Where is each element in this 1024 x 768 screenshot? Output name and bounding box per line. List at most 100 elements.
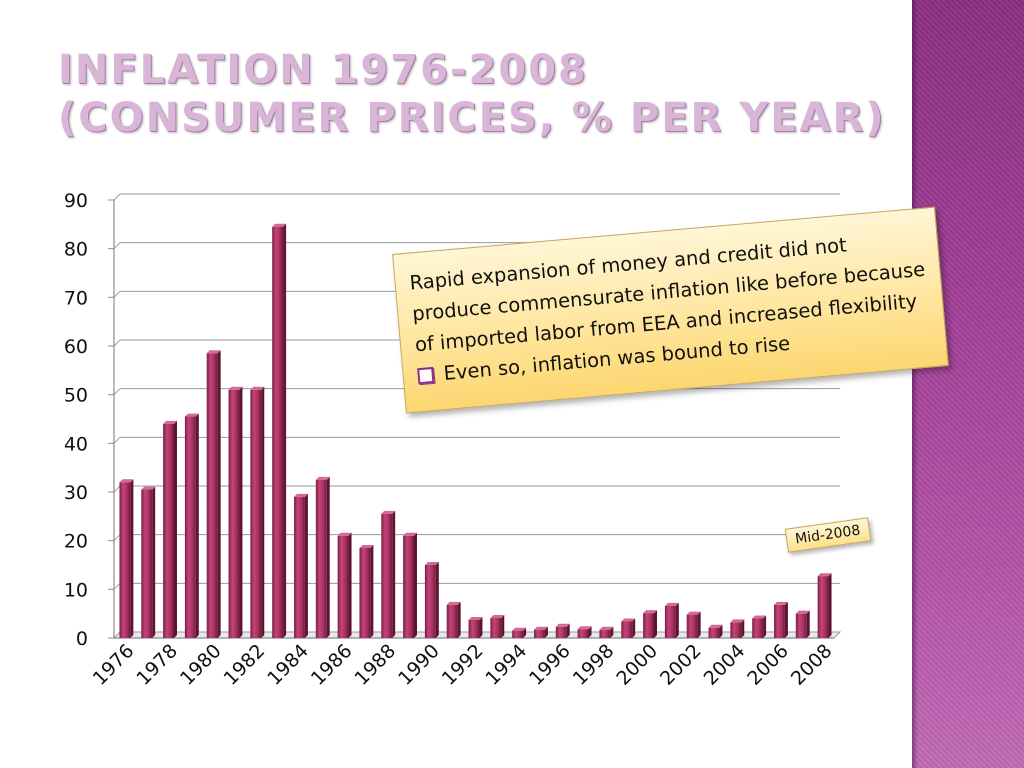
bar-1990 xyxy=(424,562,439,638)
bar-front xyxy=(686,614,698,638)
x-tick-label: 2000 xyxy=(612,640,662,690)
bar-side xyxy=(588,626,592,638)
bars xyxy=(119,223,832,638)
x-tick-label: 2004 xyxy=(700,640,750,690)
bar-side xyxy=(195,413,199,638)
bar-front xyxy=(228,389,240,638)
bar-front xyxy=(381,513,393,638)
bar-side xyxy=(544,626,548,638)
bar-1983 xyxy=(272,223,287,638)
bar-front xyxy=(643,613,654,638)
bar-top xyxy=(555,623,570,627)
bar-side xyxy=(501,615,505,638)
bar-1996 xyxy=(555,623,570,638)
y-tick-label: 40 xyxy=(64,433,88,455)
bar-side xyxy=(632,618,636,638)
bar-top xyxy=(184,413,199,417)
x-tick-label: 1988 xyxy=(351,640,401,690)
bar-top xyxy=(774,601,788,605)
x-tick-label: 1994 xyxy=(481,640,531,690)
bar-2008 xyxy=(817,573,832,638)
bar-top xyxy=(730,619,745,623)
bar-1988 xyxy=(381,510,396,638)
bar-side xyxy=(654,610,657,638)
bar-side xyxy=(370,544,374,638)
x-tick-label: 1986 xyxy=(307,640,357,690)
bar-front xyxy=(664,605,676,638)
bar-front xyxy=(795,613,807,638)
bar-side xyxy=(130,479,134,638)
bar-1993 xyxy=(490,615,505,638)
y-tick-label: 70 xyxy=(64,287,88,309)
bar-front xyxy=(599,629,611,638)
gridline-depth xyxy=(113,388,121,396)
bar-side xyxy=(741,619,745,638)
bar-1987 xyxy=(359,544,374,638)
bar-side xyxy=(697,611,701,638)
bar-side xyxy=(217,350,221,638)
bar-front xyxy=(294,496,305,638)
bar-1982 xyxy=(250,386,265,638)
bar-front xyxy=(730,622,742,638)
bar-side xyxy=(719,624,723,638)
bar-top xyxy=(206,350,221,354)
x-tick-label: 2006 xyxy=(743,640,793,690)
bar-side xyxy=(457,601,461,638)
bar-top xyxy=(621,618,636,622)
bar-1981 xyxy=(228,386,243,638)
bar-front xyxy=(621,621,633,638)
slide-title: INFLATION 1976-2008 (CONSUMER PRICES, % … xyxy=(58,46,886,142)
bar-side xyxy=(806,610,810,638)
bar-front xyxy=(817,576,829,638)
bar-front xyxy=(490,618,502,638)
y-tick-label: 50 xyxy=(64,385,88,407)
bar-top xyxy=(119,479,134,483)
bar-top xyxy=(294,493,308,497)
bar-front xyxy=(555,626,567,638)
bar-1989 xyxy=(403,532,417,638)
bar-1995 xyxy=(534,626,548,638)
bar-top xyxy=(446,601,461,605)
x-tick-label: 1996 xyxy=(525,640,575,690)
x-tick-label: 1984 xyxy=(263,640,313,690)
bar-top xyxy=(272,223,287,227)
x-tick-label: 2002 xyxy=(656,640,706,690)
bar-1998 xyxy=(599,626,614,638)
bar-front xyxy=(184,416,196,638)
gridline-depth xyxy=(113,485,121,493)
y-tick-label: 60 xyxy=(64,336,88,358)
bar-side xyxy=(304,493,308,638)
title-line-2: (CONSUMER PRICES, % PER YEAR) xyxy=(58,95,886,141)
gridline-depth xyxy=(113,193,121,201)
bar-front xyxy=(446,604,458,638)
bar-1976 xyxy=(119,479,134,638)
bar-1985 xyxy=(315,476,330,638)
bar-top xyxy=(708,624,723,628)
bar-front xyxy=(359,547,371,638)
bar-top xyxy=(315,476,330,480)
bar-side xyxy=(414,532,417,638)
bar-front xyxy=(315,479,327,638)
bar-front xyxy=(708,627,720,638)
bar-top xyxy=(359,544,374,548)
bar-top xyxy=(664,602,679,606)
bar-top xyxy=(643,610,657,614)
bar-side xyxy=(479,616,483,638)
x-tick-label: 1998 xyxy=(569,640,619,690)
bar-front xyxy=(272,226,284,638)
bar-top xyxy=(490,615,505,619)
bar-side xyxy=(239,386,243,638)
bar-1991 xyxy=(446,601,461,638)
bar-front xyxy=(163,423,174,638)
bar-2004 xyxy=(730,619,745,638)
bar-1977 xyxy=(141,486,156,638)
bar-front xyxy=(141,489,153,638)
gridline-depth xyxy=(113,534,121,542)
bar-1997 xyxy=(577,626,592,638)
bar-side xyxy=(435,562,439,638)
bar-1999 xyxy=(621,618,636,638)
bar-top xyxy=(686,611,701,615)
bar-1980 xyxy=(206,350,221,638)
x-tick-label: 1976 xyxy=(89,640,139,690)
bar-top xyxy=(337,532,352,536)
